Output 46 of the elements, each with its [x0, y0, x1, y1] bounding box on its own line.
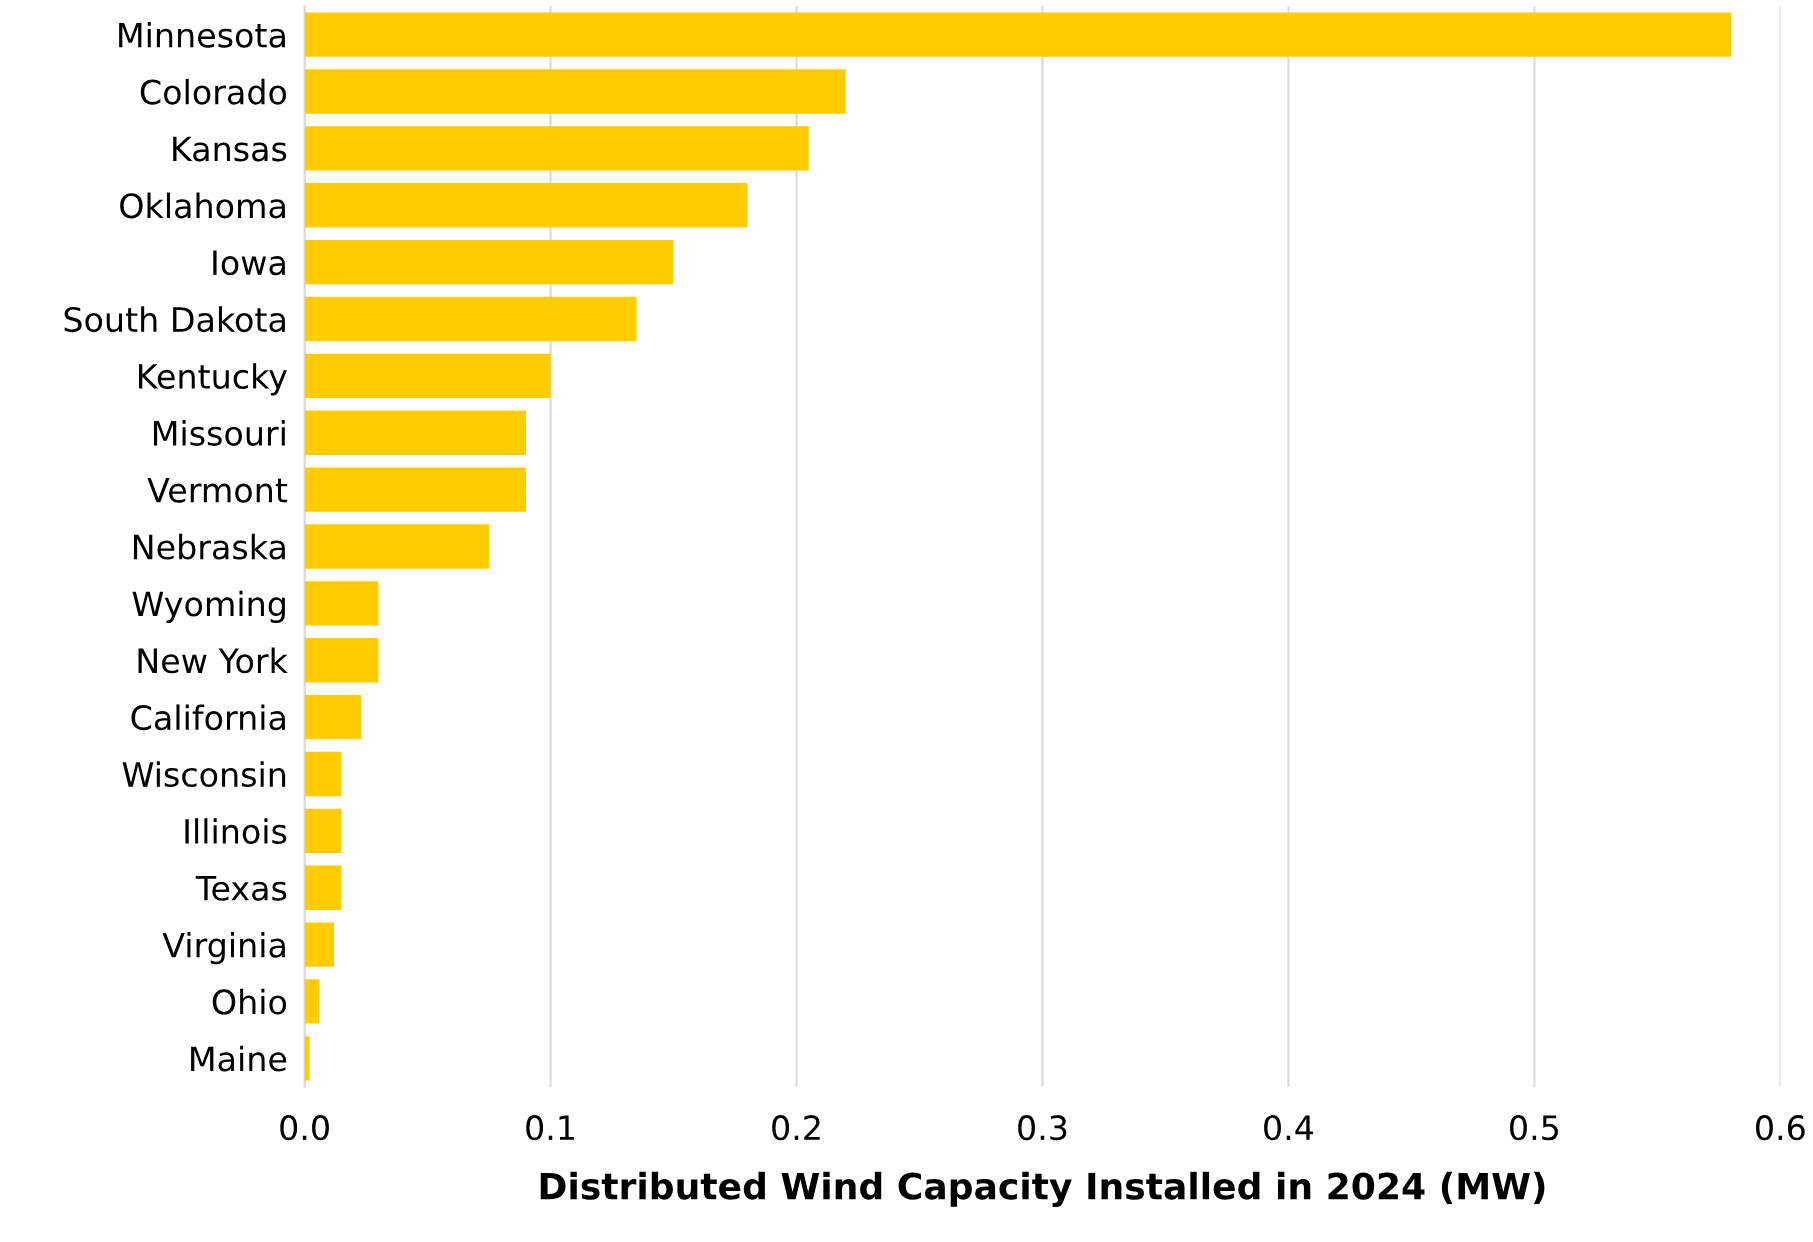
bar	[304, 808, 342, 854]
x-tick-label: 0.6	[1756, 1115, 1805, 1141]
y-tick-label: Ohio	[212, 988, 287, 1015]
y-tick-label: Iowa	[213, 250, 285, 276]
x-tick-label: 0.4	[1264, 1115, 1314, 1141]
y-tick-label: Missouri	[153, 420, 285, 446]
bar	[304, 979, 320, 1024]
bar	[304, 239, 674, 285]
bar	[304, 694, 362, 740]
y-tick-label: Maine	[191, 1045, 287, 1072]
bar	[304, 353, 551, 399]
y-tick-label: Kansas	[173, 136, 287, 162]
x-tick-label: 0.3	[1018, 1115, 1067, 1141]
y-tick-label: Wyoming	[132, 590, 285, 623]
bar	[304, 126, 809, 171]
y-tick-label: Oklahoma	[120, 192, 285, 219]
y-tick-label: New York	[138, 647, 288, 674]
y-tick-label: Wisconsin	[122, 761, 286, 788]
bar	[304, 410, 526, 455]
bar	[304, 638, 379, 683]
x-tick-label: 0.2	[772, 1115, 820, 1141]
bar	[304, 467, 526, 512]
y-tick-label: California	[131, 704, 285, 731]
y-tick-label: Nebraska	[133, 533, 285, 560]
y-tick-label: Colorado	[140, 78, 287, 105]
y-tick-label: Vermont	[147, 477, 288, 503]
bar	[304, 12, 1732, 57]
bar	[304, 581, 379, 626]
x-tick-label: 0.1	[526, 1115, 574, 1141]
y-tick-label: Kentucky	[139, 363, 287, 396]
bar	[304, 1036, 310, 1081]
y-tick-label: South Dakota	[64, 306, 285, 333]
y-tick-label: Texas	[195, 876, 287, 901]
bar	[304, 296, 637, 342]
bar	[304, 751, 342, 797]
bar	[304, 865, 342, 910]
y-tick-label: Virginia	[162, 931, 285, 965]
y-tick-label: Minnesota	[119, 21, 285, 48]
bar	[304, 183, 748, 228]
bar	[304, 524, 490, 569]
x-tick-label: 0.5	[1510, 1115, 1558, 1141]
x-tick-label: 0.0	[280, 1115, 329, 1141]
bar	[304, 922, 335, 967]
bar	[304, 69, 846, 114]
y-tick-label: Illinois	[185, 818, 287, 844]
x-axis-title: Distributed Wind Capacity Installed in 2024 (MW)	[540, 1171, 1545, 1208]
